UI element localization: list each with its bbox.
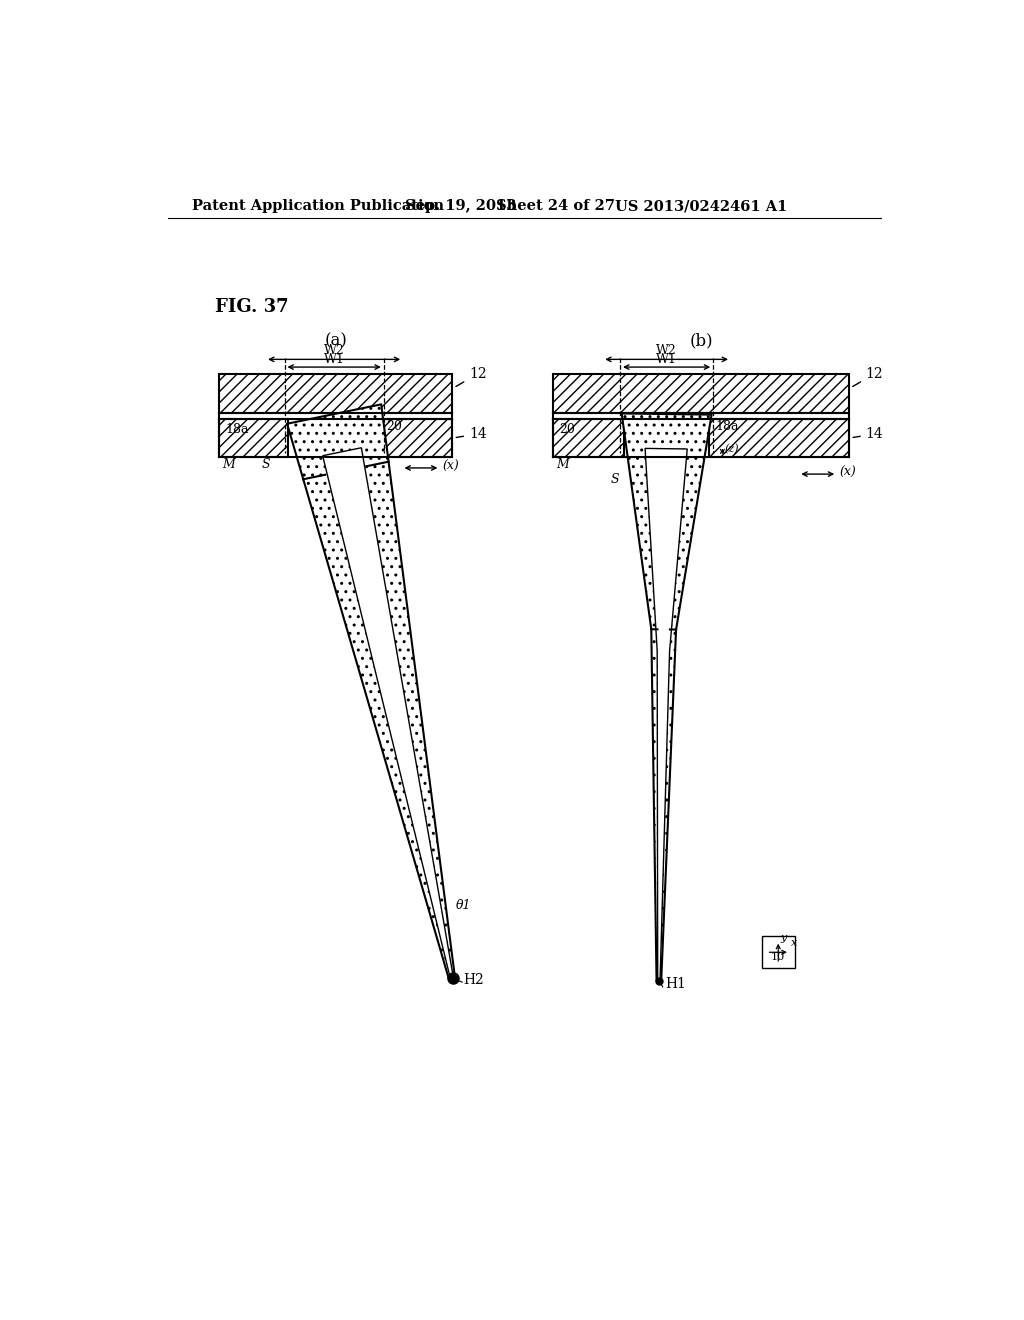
Text: 12: 12	[853, 367, 884, 387]
Text: W1: W1	[324, 352, 345, 366]
Bar	[219, 418, 289, 457]
Polygon shape	[645, 449, 687, 981]
Text: (a): (a)	[325, 333, 347, 350]
Text: 14: 14	[853, 426, 884, 441]
Text: Sheet 24 of 27: Sheet 24 of 27	[496, 199, 615, 213]
Text: W1: W1	[656, 352, 677, 366]
Text: Patent Application Publication: Patent Application Publication	[191, 199, 443, 213]
Text: θ1: θ1	[456, 899, 471, 912]
Text: Sep. 19, 2013: Sep. 19, 2013	[406, 199, 517, 213]
Text: (x): (x)	[442, 461, 460, 474]
Text: FIG. 37: FIG. 37	[215, 298, 289, 317]
Polygon shape	[287, 404, 455, 979]
Text: y: y	[780, 933, 786, 944]
Bar	[380, 418, 452, 457]
Text: 18a: 18a	[225, 422, 249, 436]
Text: W2: W2	[324, 345, 344, 358]
Bar	[219, 374, 452, 412]
Text: H2: H2	[464, 973, 484, 986]
Text: 18a: 18a	[716, 420, 739, 433]
Bar	[380, 418, 452, 457]
Bar	[710, 418, 849, 457]
Text: H1: H1	[665, 977, 686, 991]
Bar	[553, 374, 849, 412]
Polygon shape	[323, 447, 454, 978]
Text: W2: W2	[656, 345, 677, 358]
Text: 20: 20	[386, 420, 402, 433]
Bar	[553, 418, 624, 457]
Text: (z): (z)	[725, 445, 739, 454]
Text: M: M	[222, 458, 236, 471]
Text: 10: 10	[771, 952, 785, 962]
Text: (b): (b)	[690, 333, 714, 350]
Bar	[219, 418, 289, 457]
Bar	[553, 418, 624, 457]
Bar	[710, 418, 849, 457]
Text: (x): (x)	[840, 466, 856, 479]
Bar	[762, 936, 795, 969]
Bar	[553, 374, 849, 412]
Text: 14: 14	[457, 426, 486, 441]
Bar	[219, 374, 452, 412]
Text: 20: 20	[559, 422, 574, 436]
Text: US 2013/0242461 A1: US 2013/0242461 A1	[614, 199, 787, 213]
Polygon shape	[622, 413, 712, 981]
Text: S: S	[262, 458, 270, 471]
Text: M: M	[556, 458, 568, 471]
Text: x: x	[791, 939, 797, 948]
Text: S: S	[611, 474, 620, 486]
Text: 12: 12	[456, 367, 486, 387]
